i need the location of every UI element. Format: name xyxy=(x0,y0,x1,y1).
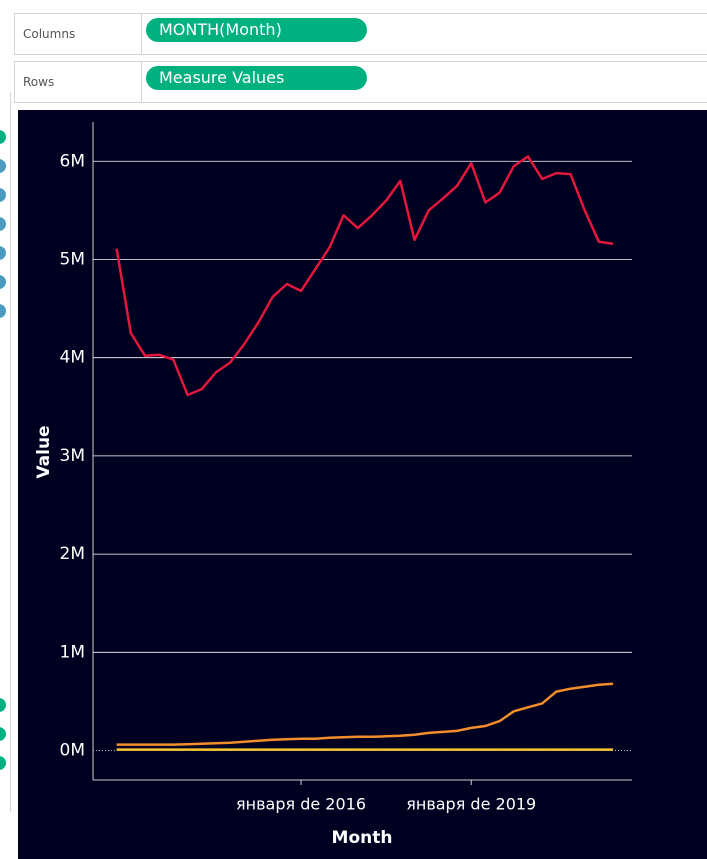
y-tick-label: 1M xyxy=(60,642,85,662)
field-icon[interactable] xyxy=(0,217,6,231)
y-tick-label: 0M xyxy=(60,741,85,761)
columns-pill[interactable]: MONTH(Month) xyxy=(146,18,367,42)
field-icon[interactable] xyxy=(0,246,6,260)
field-icon[interactable] xyxy=(0,159,6,173)
field-icon[interactable] xyxy=(0,130,6,144)
y-tick-label: 6M xyxy=(60,151,85,171)
y-tick-label: 5M xyxy=(60,249,85,269)
chart-background xyxy=(18,110,707,859)
columns-label: Columns xyxy=(15,14,142,54)
field-icon[interactable] xyxy=(0,727,6,741)
y-tick-label: 3M xyxy=(60,446,85,466)
field-icon[interactable] xyxy=(0,698,6,712)
y-tick-label: 4M xyxy=(60,348,85,368)
x-axis-label: Month xyxy=(332,828,393,848)
columns-shelf: Columns MONTH(Month) xyxy=(14,13,707,55)
series-line xyxy=(115,155,614,397)
y-axis-label: Value xyxy=(34,425,54,478)
rows-shelf: Rows Measure Values xyxy=(14,61,707,103)
field-icon[interactable] xyxy=(0,304,6,318)
series-line xyxy=(116,682,614,746)
field-icon[interactable] xyxy=(0,275,6,289)
x-tick-label: января de 2019 xyxy=(406,795,536,814)
x-tick-label: января de 2016 xyxy=(236,795,366,814)
chart: Value Month 0M 1M 2M 3M 4M 5M 6M января de 2016… xyxy=(18,110,707,859)
field-icon[interactable] xyxy=(0,188,6,202)
y-tick-label: 2M xyxy=(60,544,85,564)
rows-label: Rows xyxy=(15,62,142,102)
side-panel xyxy=(0,92,11,812)
field-icon[interactable] xyxy=(0,756,6,770)
rows-pill[interactable]: Measure Values xyxy=(146,66,367,90)
